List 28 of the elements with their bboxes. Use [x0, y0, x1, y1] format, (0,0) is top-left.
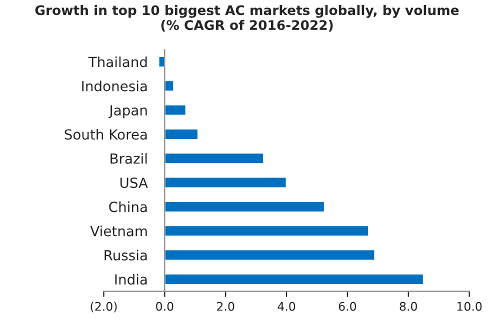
- bar: [164, 80, 174, 92]
- y-tick-label: Russia: [104, 250, 147, 261]
- chart-title: Growth in top 10 biggest AC markets globally, by volume (% CAGR of 2016-2022): [35, 4, 459, 32]
- x-tick-label: 0.0: [156, 302, 174, 311]
- y-tick-label: China: [109, 201, 147, 212]
- bar: [164, 152, 264, 165]
- y-tick-label: USA: [120, 178, 148, 188]
- y-tick-label: South Korea: [64, 128, 147, 140]
- y-tick-label: Brazil: [110, 153, 147, 164]
- y-tick-label: Japan: [108, 105, 147, 118]
- x-tick-label: 8.0: [400, 302, 417, 311]
- x-tick-label: 2.0: [217, 302, 234, 311]
- x-tick-label: 6.0: [338, 302, 356, 311]
- y-tick-label: Thailand: [88, 56, 147, 68]
- bar: [164, 273, 424, 286]
- x-tick-label: 4.0: [278, 302, 296, 311]
- x-tick-label: 10.0: [457, 302, 482, 311]
- bar: [164, 176, 288, 189]
- bar: [164, 248, 376, 262]
- bar: [158, 56, 166, 68]
- bar: [164, 128, 199, 140]
- y-tick-label: Vietnam: [90, 226, 147, 236]
- bar: [164, 104, 187, 116]
- x-tick-label: (2.0): [90, 302, 117, 312]
- bar: [164, 224, 370, 238]
- y-tick-label: India: [115, 274, 147, 285]
- bar: [164, 200, 326, 213]
- y-tick-label: Indonesia: [82, 80, 147, 92]
